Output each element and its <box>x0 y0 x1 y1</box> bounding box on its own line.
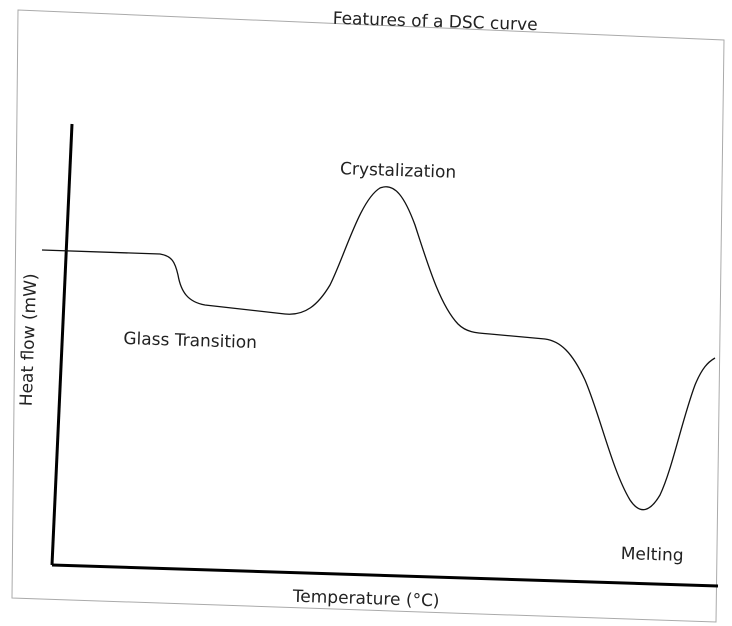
dsc-curve <box>41 186 716 511</box>
annotation: Glass Transition <box>123 329 257 353</box>
x-axis <box>51 563 719 588</box>
y-axis <box>50 123 74 566</box>
y-axis-label: Heat flow (mW) <box>17 273 42 406</box>
frame <box>11 9 725 623</box>
x-axis-label: Temperature (°C) <box>292 587 440 612</box>
annotation: Crystalization <box>340 159 457 183</box>
annotation: Melting <box>620 544 683 566</box>
title: Features of a DSC curve <box>332 9 537 35</box>
